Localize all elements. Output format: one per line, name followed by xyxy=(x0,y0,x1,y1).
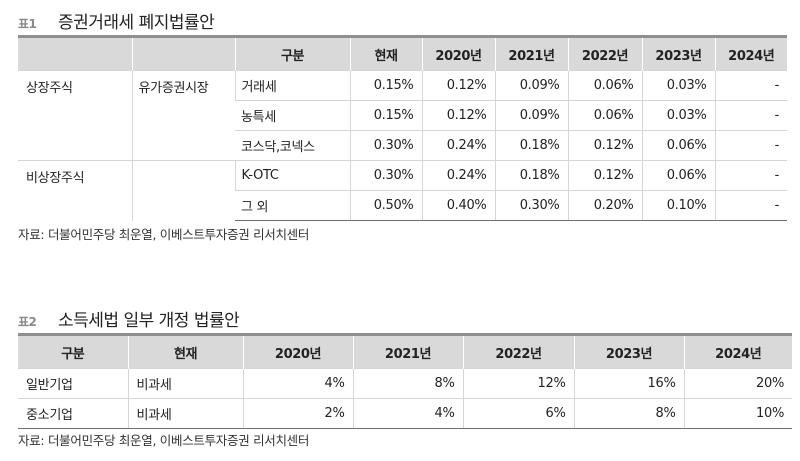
securities-transaction-tax-table: 구분 현재 2020년 2021년 2022년 2023년 2024년 상장주식… xyxy=(18,35,787,221)
income-tax-amendment-table: 구분 현재 2020년 2021년 2022년 2023년 2024년 일반기업… xyxy=(18,333,792,429)
group-kospi: 유가증권시장 xyxy=(131,70,235,161)
table1-number: 표1 xyxy=(18,17,37,31)
table2-header-row: 구분 현재 2020년 2021년 2022년 2023년 2024년 xyxy=(18,334,792,369)
cell-value: 0.18% xyxy=(494,160,568,191)
header-2021: 2021년 xyxy=(352,334,463,369)
cell-current: 비과세 xyxy=(127,368,243,399)
cell-value: 10% xyxy=(683,398,792,429)
cell-value: 0.15% xyxy=(349,70,422,101)
header-category: 구분 xyxy=(234,36,350,71)
header-2020: 2020년 xyxy=(242,334,353,369)
cell-value: 20% xyxy=(683,368,792,399)
row-item: 거래세 xyxy=(234,70,350,101)
row-item: 농특세 xyxy=(235,100,350,131)
cell-value: 0.09% xyxy=(494,70,568,101)
cell-value: - xyxy=(714,190,787,221)
header-blank-2 xyxy=(131,36,235,71)
cell-value: - xyxy=(714,100,787,131)
cell-value: 0.50% xyxy=(349,190,422,221)
cell-value: 8% xyxy=(573,398,684,429)
table2-number: 표2 xyxy=(18,315,37,329)
cell-value: 16% xyxy=(573,368,684,399)
cell-value: 0.06% xyxy=(567,100,642,131)
cell-value: 0.12% xyxy=(421,70,495,101)
cell-value: 0.10% xyxy=(641,190,715,221)
cell-value: 0.24% xyxy=(421,130,495,161)
table-row: 비상장주식 K-OTC 0.30% 0.24% 0.18% 0.12% 0.06… xyxy=(18,160,787,221)
cell-value: 0.15% xyxy=(349,100,422,131)
cell-value: 8% xyxy=(352,368,463,399)
cell-value: 0.06% xyxy=(641,130,715,161)
table-row: 중소기업 비과세 2% 4% 6% 8% 10% xyxy=(18,398,792,429)
table-row: 농특세 0.15% 0.12% 0.09% 0.06% 0.03% - xyxy=(18,100,787,131)
header-2024: 2024년 xyxy=(714,36,787,71)
row-item: 그 외 xyxy=(235,190,350,221)
table2-source: 자료: 더불어민주당 최운열, 이베스트투자증권 리서치센터 xyxy=(18,433,310,448)
header-2024: 2024년 xyxy=(683,334,792,369)
table-row: 그 외 0.50% 0.40% 0.30% 0.20% 0.10% - xyxy=(18,190,787,221)
cell-value: - xyxy=(714,130,787,161)
cell-value: 0.06% xyxy=(567,70,642,101)
cell-value: 12% xyxy=(462,368,574,399)
cell-value: 0.24% xyxy=(421,160,495,191)
header-current: 현재 xyxy=(127,334,243,369)
header-blank-1 xyxy=(18,36,132,71)
cell-value: 0.06% xyxy=(641,160,715,191)
group-unlisted-stocks: 비상장주식 xyxy=(18,160,132,221)
cell-value: - xyxy=(714,160,787,191)
cell-current: 비과세 xyxy=(127,398,243,429)
cell-value: 0.12% xyxy=(567,130,642,161)
header-2021: 2021년 xyxy=(494,36,568,71)
table2-title: 표2 소득세법 일부 개정 법률안 xyxy=(18,306,240,331)
table1-title-text: 증권거래세 폐지법률안 xyxy=(58,13,215,33)
cell-value: 4% xyxy=(352,398,463,429)
row-label: 중소기업 xyxy=(18,398,128,429)
header-2020: 2020년 xyxy=(421,36,495,71)
group-unlisted-sub xyxy=(131,160,235,221)
cell-value: 0.40% xyxy=(421,190,495,221)
cell-value: 0.12% xyxy=(421,100,495,131)
table1-title: 표1 증권거래세 폐지법률안 xyxy=(18,8,215,33)
cell-value: 0.12% xyxy=(567,160,642,191)
cell-value: 0.09% xyxy=(494,100,568,131)
header-2022: 2022년 xyxy=(567,36,642,71)
row-item: K-OTC xyxy=(234,160,350,191)
table2-title-text: 소득세법 일부 개정 법률안 xyxy=(58,311,240,331)
cell-value: 2% xyxy=(242,398,353,429)
cell-value: 0.18% xyxy=(494,130,568,161)
header-category: 구분 xyxy=(18,334,128,369)
row-label: 일반기업 xyxy=(18,368,128,399)
cell-value: 0.30% xyxy=(349,130,422,161)
header-current: 현재 xyxy=(349,36,422,71)
table-row: 일반기업 비과세 4% 8% 12% 16% 20% xyxy=(18,368,792,399)
group-listed-stocks: 상장주식 xyxy=(18,70,132,161)
header-2023: 2023년 xyxy=(641,36,715,71)
header-2022: 2022년 xyxy=(462,334,574,369)
cell-value: 4% xyxy=(242,368,353,399)
header-2023: 2023년 xyxy=(573,334,684,369)
cell-value: 0.20% xyxy=(567,190,642,221)
table1-header-row: 구분 현재 2020년 2021년 2022년 2023년 2024년 xyxy=(18,36,787,71)
table-row: 코스닥,코넥스 0.30% 0.24% 0.18% 0.12% 0.06% - xyxy=(18,130,787,161)
cell-value: 6% xyxy=(462,398,574,429)
cell-value: 0.03% xyxy=(641,100,715,131)
row-item: 코스닥,코넥스 xyxy=(235,130,350,161)
table-row: 상장주식 유가증권시장 거래세 0.15% 0.12% 0.09% 0.06% … xyxy=(18,70,787,161)
table1-source: 자료: 더불어민주당 최운열, 이베스트투자증권 리서치센터 xyxy=(18,227,310,242)
cell-value: 0.30% xyxy=(349,160,422,191)
cell-value: - xyxy=(714,70,787,101)
cell-value: 0.30% xyxy=(494,190,568,221)
cell-value: 0.03% xyxy=(641,70,715,101)
